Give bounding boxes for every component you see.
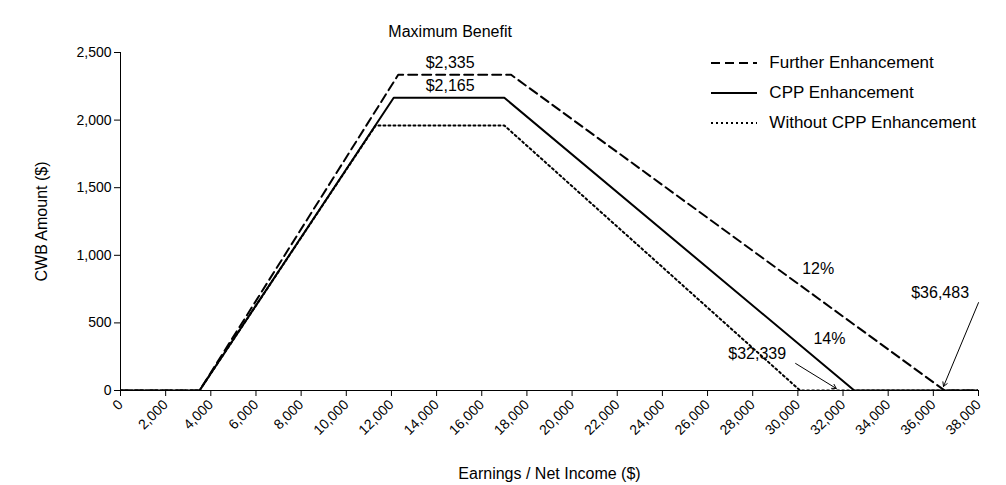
svg-text:36,000: 36,000 <box>897 396 939 438</box>
svg-text:26,000: 26,000 <box>671 396 713 438</box>
svg-text:38,000: 38,000 <box>942 396 984 438</box>
svg-text:12%: 12% <box>802 260 834 277</box>
svg-text:Maximum Benefit: Maximum Benefit <box>388 23 512 40</box>
svg-text:2,500: 2,500 <box>76 44 111 60</box>
svg-text:0: 0 <box>109 396 126 413</box>
svg-text:22,000: 22,000 <box>581 396 623 438</box>
svg-text:$2,335: $2,335 <box>426 54 475 71</box>
svg-text:8,000: 8,000 <box>270 396 306 432</box>
svg-text:32,000: 32,000 <box>807 396 849 438</box>
svg-text:1,500: 1,500 <box>76 179 111 195</box>
svg-text:Earnings / Net Income ($): Earnings / Net Income ($) <box>458 465 640 482</box>
svg-text:6,000: 6,000 <box>225 396 261 432</box>
svg-text:$32,339: $32,339 <box>728 345 786 362</box>
svg-text:0: 0 <box>104 382 112 398</box>
html-text:Further Enhancement: Further Enhancement <box>769 53 934 72</box>
svg-text:10,000: 10,000 <box>310 396 352 438</box>
svg-text:4,000: 4,000 <box>180 396 216 432</box>
svg-text:CWB Amount ($): CWB Amount ($) <box>33 161 50 281</box>
svg-text:24,000: 24,000 <box>626 396 668 438</box>
svg-text:1,000: 1,000 <box>76 247 111 263</box>
svg-text:18,000: 18,000 <box>491 396 533 438</box>
svg-text:30,000: 30,000 <box>762 396 804 438</box>
svg-text:$36,483: $36,483 <box>911 284 969 301</box>
html-text:CPP Enhancement: CPP Enhancement <box>769 83 914 102</box>
svg-text:34,000: 34,000 <box>852 396 894 438</box>
svg-text:14%: 14% <box>813 330 845 347</box>
svg-text:16,000: 16,000 <box>445 396 487 438</box>
svg-text:20,000: 20,000 <box>536 396 578 438</box>
svg-text:2,000: 2,000 <box>135 396 171 432</box>
html-text:Without CPP Enhancement: Without CPP Enhancement <box>769 113 976 132</box>
svg-text:$2,165: $2,165 <box>426 77 475 94</box>
svg-text:2,000: 2,000 <box>76 112 111 128</box>
svg-text:500: 500 <box>88 314 112 330</box>
svg-text:14,000: 14,000 <box>400 396 442 438</box>
svg-text:28,000: 28,000 <box>716 396 758 438</box>
svg-text:12,000: 12,000 <box>355 396 397 438</box>
